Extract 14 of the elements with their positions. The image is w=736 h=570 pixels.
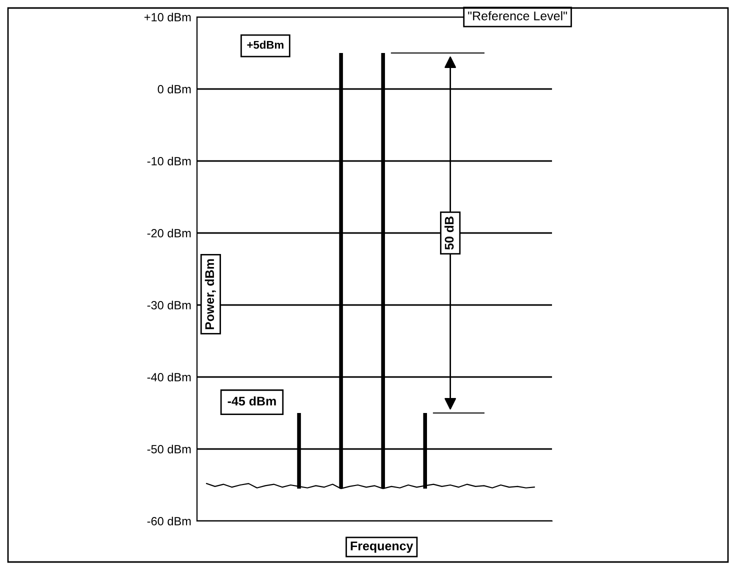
- y-axis-title: Power, dBm: [204, 259, 216, 330]
- y-tick-label: -40 dBm: [147, 372, 191, 382]
- y-tick-label: -20 dBm: [147, 228, 191, 238]
- annotation: 50 dB: [444, 216, 454, 250]
- y-tick-label: -50 dBm: [147, 444, 191, 454]
- annotation: -45 dBm: [228, 396, 276, 406]
- y-tick-label: 0 dBm: [158, 84, 191, 94]
- y-tick-label: +10 dBm: [144, 12, 191, 22]
- x-axis-title: Frequency: [350, 542, 414, 553]
- annotation: "Reference Level": [468, 11, 567, 20]
- y-tick-label: -10 dBm: [147, 156, 191, 166]
- annotation: +5dBm: [247, 40, 284, 49]
- y-tick-label: -30 dBm: [147, 300, 191, 310]
- y-tick-label: -60 dBm: [147, 516, 191, 526]
